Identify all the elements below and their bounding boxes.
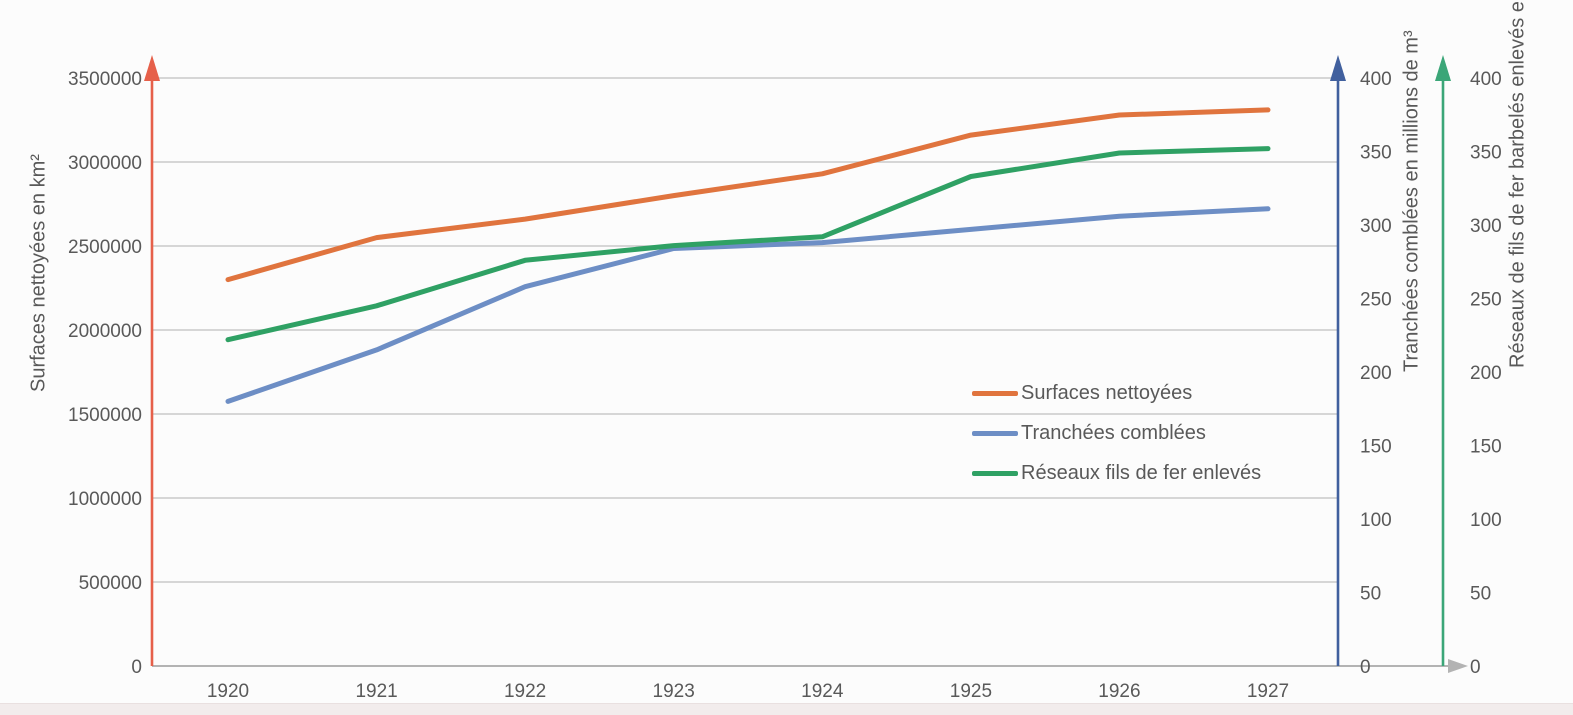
right-green-axis-tick-label: 350 [1470,143,1502,164]
left-axis-tick-label: 2000000 [68,321,142,342]
right-green-axis-tick-label: 0 [1470,657,1481,678]
x-axis-year-label: 1923 [653,681,695,702]
right-green-axis-tick-label: 250 [1470,290,1502,311]
x-axis-year-label: 1921 [355,681,397,702]
right-green-axis-tick-label: 200 [1470,363,1502,384]
x-axis-arrow-icon [1448,659,1468,673]
x-axis-year-label: 1926 [1098,681,1140,702]
right-blue-axis-tick-label: 100 [1360,510,1392,531]
legend-item-surfaces: Surfaces nettoyées [972,380,1261,407]
left-axis-tick-label: 1500000 [68,405,142,426]
right-green-axis-tick-label: 300 [1470,216,1502,237]
legend-swatch-surfaces [972,391,1018,396]
series-line-surfaces-nettoyees [225,107,1271,283]
right-green-axis-tick-label: 50 [1470,584,1491,605]
left-axis-tick-label: 0 [131,657,142,678]
right-blue-axis-arrow-icon [1330,55,1346,81]
x-axis-year-label: 1922 [504,681,546,702]
series-line-tranchees-comblees [225,206,1271,404]
right-green-axis-tick-label: 100 [1470,510,1502,531]
left-axis-arrow-icon [144,55,160,81]
chart-legend: Surfaces nettoyées Tranchées comblées Ré… [972,380,1261,500]
legend-swatch-tranchees [972,431,1018,436]
legend-label-surfaces: Surfaces nettoyées [1021,382,1193,404]
right-blue-axis-tick-label: 350 [1360,143,1392,164]
page-bottom-strip [0,703,1573,715]
right-blue-axis-tick-label: 300 [1360,216,1392,237]
right-green-axis-arrow-icon [1435,55,1451,81]
x-axis-year-label: 1927 [1247,681,1289,702]
legend-label-tranchees: Tranchées comblées [1021,422,1206,444]
legend-item-reseaux: Réseaux fils de fer enlevés [972,460,1261,487]
right-blue-axis-tick-label: 200 [1360,363,1392,384]
x-axis-year-label: 1924 [801,681,844,702]
left-axis-tick-label: 500000 [79,573,142,594]
right-green-axis-tick-label: 150 [1470,437,1502,458]
right-blue-axis-tick-label: 250 [1360,290,1392,311]
x-axis-year-label: 1920 [207,681,249,702]
left-axis-tick-label: 1000000 [68,489,142,510]
right-blue-axis-tick-label: 400 [1360,69,1392,90]
series-line-reseaux-fils-de-fer [225,146,1271,343]
right-blue-axis-tick-label: 0 [1360,657,1371,678]
left-axis-tick-label: 2500000 [68,237,142,258]
right-blue-axis-tick-label: 150 [1360,437,1392,458]
left-axis-tick-label: 3000000 [68,153,142,174]
right-blue-axis-tick-label: 50 [1360,584,1381,605]
left-axis-tick-label: 3500000 [68,69,142,90]
x-axis-year-label: 1925 [950,681,992,702]
right-green-axis-tick-label: 400 [1470,69,1502,90]
legend-swatch-reseaux [972,471,1018,476]
legend-label-reseaux: Réseaux fils de fer enlevés [1021,462,1262,484]
legend-item-tranchees: Tranchées comblées [972,420,1261,447]
